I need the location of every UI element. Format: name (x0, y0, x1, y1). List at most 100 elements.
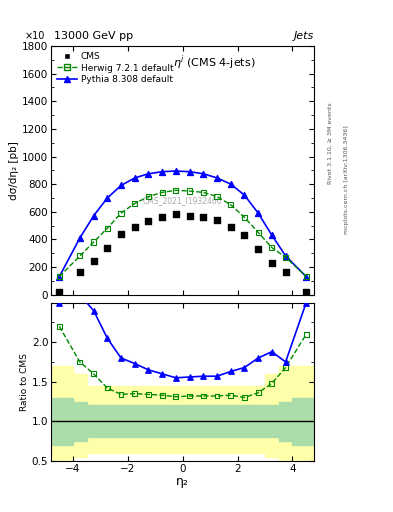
Point (104, 384, 110, 392)
Point (159, 391, 165, 399)
Point (104, 244, 110, 252)
Point (241, 191, 248, 199)
Point (56, 272, 62, 281)
Text: Jets: Jets (294, 31, 314, 41)
Point (241, 213, 248, 221)
Point (90, 238, 97, 246)
Point (283, 364, 289, 372)
Point (186, 167, 193, 176)
Point (200, 169, 206, 178)
Point (132, 359, 138, 368)
Point (173, 186, 179, 195)
Point (214, 216, 220, 224)
Point (200, 372, 206, 380)
Point (241, 231, 248, 239)
Point (77, 234, 83, 242)
Point (228, 391, 234, 399)
X-axis label: η₂: η₂ (176, 475, 189, 488)
Point (77, 268, 83, 276)
Point (269, 231, 275, 239)
Point (303, 272, 309, 281)
Point (303, 288, 309, 296)
Point (228, 180, 234, 188)
Point (104, 224, 110, 232)
Point (145, 390, 152, 398)
Point (118, 354, 124, 362)
Point (214, 372, 220, 380)
Text: $\eta^i$ (CMS 4-jets): $\eta^i$ (CMS 4-jets) (173, 54, 255, 72)
Point (56, 298, 62, 307)
Point (145, 366, 152, 374)
Point (186, 187, 193, 195)
Point (132, 390, 138, 398)
Point (200, 392, 206, 400)
Point (283, 358, 289, 366)
Point (241, 364, 248, 372)
Point (145, 193, 152, 201)
Point (269, 348, 275, 356)
Point (132, 199, 138, 207)
Point (269, 244, 275, 252)
Point (118, 390, 124, 398)
Point (118, 209, 124, 217)
Point (56, 272, 62, 281)
Point (228, 368, 234, 376)
Text: 13000 GeV pp: 13000 GeV pp (54, 31, 133, 41)
Point (269, 259, 275, 267)
Point (228, 223, 234, 231)
Point (303, 272, 309, 281)
Point (255, 389, 261, 397)
Point (145, 169, 152, 178)
Point (200, 188, 206, 197)
Y-axis label: Ratio to CMS: Ratio to CMS (20, 353, 29, 411)
Point (173, 210, 179, 219)
Point (186, 373, 193, 381)
Point (159, 167, 165, 176)
Point (303, 330, 309, 338)
Point (118, 181, 124, 189)
Point (159, 370, 165, 378)
Point (200, 213, 206, 221)
Point (90, 370, 97, 378)
Point (145, 217, 152, 225)
Point (90, 212, 97, 220)
Text: ×10: ×10 (25, 31, 45, 41)
Point (283, 252, 289, 260)
Point (132, 223, 138, 231)
Point (186, 392, 193, 400)
Point (255, 209, 261, 217)
Point (228, 201, 234, 209)
Point (173, 374, 179, 382)
Point (90, 307, 97, 315)
Text: mcplots.cern.ch [arXiv:1306.3436]: mcplots.cern.ch [arXiv:1306.3436] (344, 125, 349, 233)
Point (132, 174, 138, 182)
Point (56, 323, 62, 331)
Point (104, 194, 110, 202)
Point (159, 188, 165, 197)
Point (255, 245, 261, 253)
Point (90, 258, 97, 266)
Legend: CMS, Herwig 7.2.1 default, Pythia 8.308 default: CMS, Herwig 7.2.1 default, Pythia 8.308 … (55, 51, 175, 86)
Point (173, 393, 179, 401)
Point (269, 379, 275, 388)
Point (186, 212, 193, 220)
Point (56, 288, 62, 296)
Point (104, 334, 110, 343)
Point (255, 354, 261, 362)
Text: CMS_2021_I1932460: CMS_2021_I1932460 (143, 196, 222, 205)
Y-axis label: dσ/dη₂ [pb]: dσ/dη₂ [pb] (9, 141, 19, 200)
Point (241, 393, 248, 401)
Point (214, 174, 220, 182)
Point (77, 252, 83, 260)
Point (214, 392, 220, 400)
Point (77, 358, 83, 366)
Point (283, 268, 289, 276)
Point (118, 230, 124, 238)
Point (173, 167, 179, 175)
Point (77, 291, 83, 299)
Point (159, 213, 165, 221)
Point (283, 253, 289, 262)
Point (255, 228, 261, 237)
Point (303, 298, 309, 307)
Point (214, 193, 220, 201)
